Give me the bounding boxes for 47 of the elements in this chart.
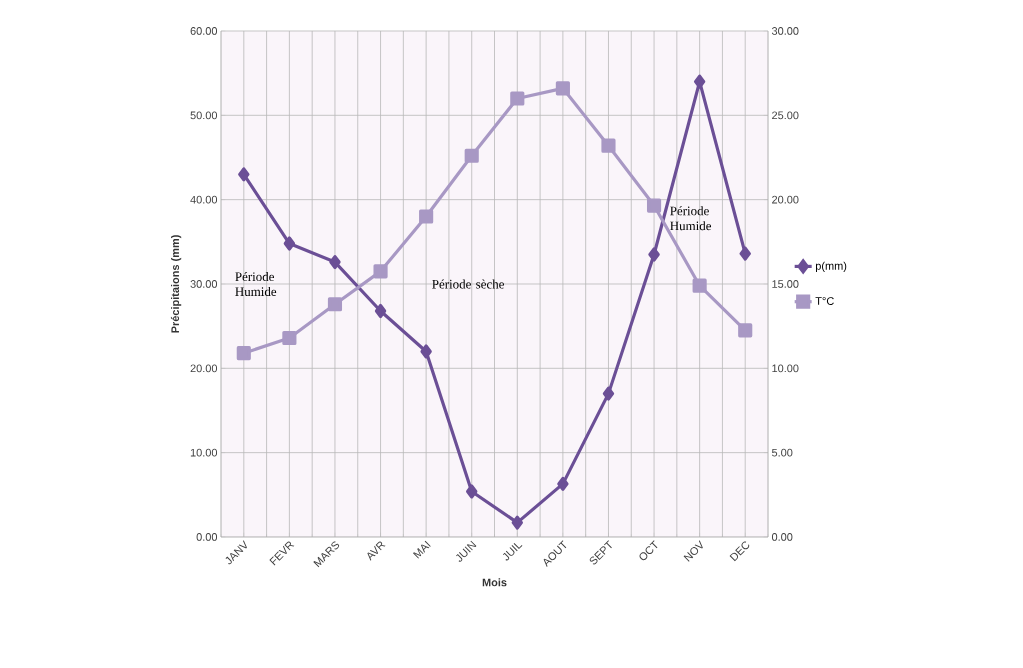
legend-label: p(mm) [815,261,847,272]
point [646,198,662,213]
legend-label: T°C [815,297,834,305]
y2-tick-label: 0.00 [771,533,793,541]
y-tick-label: 60.00 [190,27,218,35]
y-tick-label: 40.00 [190,195,218,204]
point [693,74,706,89]
point [282,330,297,346]
point [466,484,478,499]
point [648,247,660,262]
point [236,346,251,361]
x-tick-label: MAI [413,540,431,559]
point [373,264,388,279]
point [327,297,343,312]
point [555,81,570,96]
point [601,138,616,153]
point [692,278,707,293]
y2-tick-label: 15.00 [772,280,799,288]
y-tick-label: 20.00 [190,364,218,373]
y2-tick-label: 5.00 [771,448,793,457]
y2-tick-label: 25.00 [772,111,799,120]
point [602,386,615,401]
annotation: Période sèche [432,279,504,289]
x-axis-title: Mois [482,578,507,587]
y-tick-label: 30.00 [190,280,218,288]
y2-tick-label: 20.00 [772,195,799,204]
annotation: Période Humide [670,206,712,231]
annotation: Période Humide [235,271,277,297]
y2-tick-label: 10.00 [772,364,799,373]
y-tick-label: 50.00 [190,111,218,120]
point [739,246,751,261]
x-tick-label: JUIL [502,543,523,561]
point [374,303,387,319]
point [510,91,525,106]
point [511,515,524,530]
point [557,476,569,491]
point [329,254,341,270]
y-axis-title: Précipitaions (mm) [170,235,182,333]
point [464,148,479,163]
y-tick-label: 0.00 [196,533,218,541]
point [738,323,753,338]
y2-tick-label: 30.00 [771,27,799,35]
point [420,344,432,359]
point [238,167,250,182]
point [419,209,434,224]
point [283,236,296,251]
y-tick-label: 10.00 [190,448,218,457]
